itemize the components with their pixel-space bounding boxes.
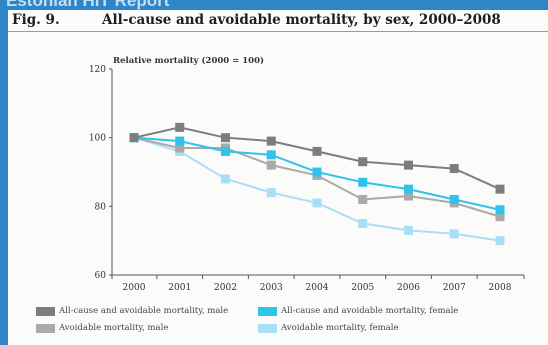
figure-title: All-cause and avoidable mortality, by se… [102,12,501,28]
legend-label: Avoidable mortality, male [59,323,169,333]
data-point-series-4 [221,174,230,184]
report-banner: Estonian HiT Report [6,0,170,10]
figure-panel: Fig. 9. All-cause and avoidable mortalit… [8,10,548,345]
data-point-series-2 [358,177,368,187]
x-tick-label: 2002 [214,283,237,293]
data-point-series-1 [266,136,276,146]
legend-label: All-cause and avoidable mortality, male [59,306,229,316]
data-point-series-4 [358,219,368,228]
data-point-series-4 [404,225,413,235]
data-point-series-2 [449,194,459,204]
figure-label: Fig. 9. [12,12,60,28]
y-tick-label: 60 [95,271,107,281]
data-point-series-2 [495,205,505,215]
x-tick-label: 2007 [443,283,466,293]
data-point-series-1 [404,160,413,170]
data-point-series-3 [404,191,413,201]
x-tick-label: 2008 [489,283,512,293]
legend-item-1: All-cause and avoidable mortality, male [36,306,228,316]
legend-item-3: Avoidable mortality, male [36,323,168,333]
y-axis-label: Relative mortality (2000 = 100) [113,55,264,66]
legend-swatch [258,323,277,333]
legend-item-4: Avoidable mortality, female [258,323,399,333]
x-tick-label: 2005 [351,283,374,293]
y-tick-label: 120 [89,65,106,75]
y-tick-label: 80 [95,202,107,212]
data-point-series-3 [358,194,368,204]
data-point-series-2 [312,167,322,177]
data-point-series-1 [175,122,185,132]
y-tick-label: 100 [89,134,106,144]
legend-swatch [258,306,277,316]
x-tick-label: 2003 [260,283,283,293]
data-point-series-3 [266,160,276,170]
data-point-series-4 [312,198,322,208]
data-point-series-4 [266,188,276,198]
data-point-series-4 [449,229,459,239]
legend-label: All-cause and avoidable mortality, femal… [281,306,459,316]
x-tick-label: 2006 [397,283,420,293]
x-tick-label: 2000 [123,283,146,293]
data-point-series-2 [221,146,230,156]
legend-swatch [36,306,55,316]
data-point-series-1 [129,133,139,143]
legend-item-2: All-cause and avoidable mortality, femal… [258,306,458,316]
line-chart: Relative mortality (2000 = 100) 60 80 100 12… [89,55,525,293]
data-point-series-2 [175,136,185,146]
data-point-series-1 [221,133,230,143]
legend-swatch [36,323,55,333]
title-rule [8,31,548,32]
data-point-series-1 [449,164,459,174]
legend-label: Avoidable mortality, female [281,323,399,333]
data-point-series-3 [175,143,185,153]
x-tick-label: 2004 [306,283,329,293]
data-point-series-4 [495,236,505,246]
data-point-series-3 [495,212,505,222]
data-point-series-2 [404,184,413,194]
data-point-series-1 [495,184,505,194]
x-tick-label: 2001 [168,283,191,293]
data-point-series-2 [266,150,276,160]
data-point-series-1 [358,157,368,167]
data-point-series-1 [312,146,322,156]
